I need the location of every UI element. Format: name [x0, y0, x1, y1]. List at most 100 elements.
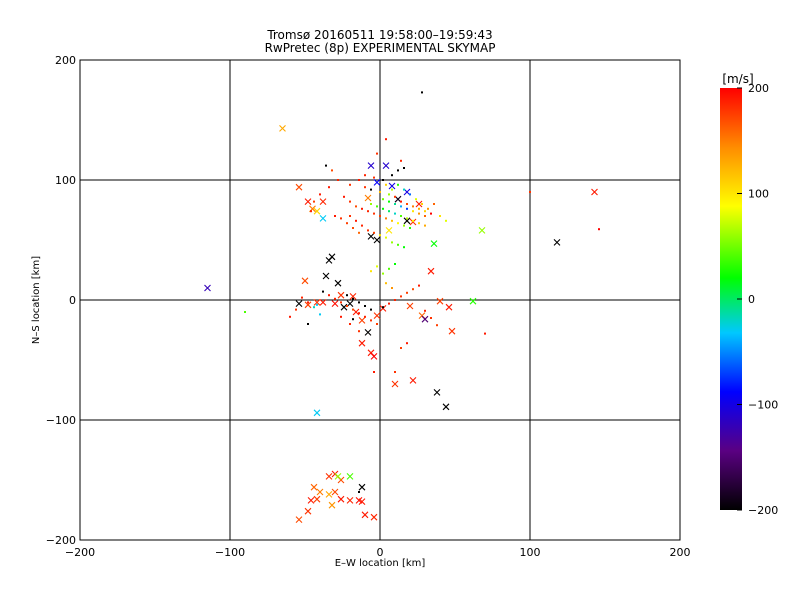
data-point-dot [418, 207, 420, 210]
y-tick-label: −100 [46, 414, 76, 427]
data-point-dot [349, 183, 351, 186]
data-point-x [373, 236, 381, 244]
data-point-dot [412, 219, 414, 222]
data-point-x [373, 312, 381, 319]
data-points [204, 91, 600, 523]
data-point-dot [412, 210, 414, 213]
data-point-x [316, 488, 324, 496]
data-point-x [325, 491, 333, 498]
data-point-dot [355, 219, 357, 222]
colorbar-tick-label: −100 [748, 399, 778, 412]
data-point-x [388, 182, 396, 190]
data-point-dot [394, 299, 396, 301]
data-point-x [436, 297, 444, 305]
y-axis-label: N–S location [km] [31, 256, 42, 344]
data-point-x [304, 301, 312, 309]
data-point-dot [400, 205, 402, 208]
data-point-x [322, 272, 330, 280]
data-point-dot [364, 305, 366, 307]
data-point-dot [397, 183, 399, 186]
data-point-dot [382, 179, 384, 181]
data-point-dot [373, 231, 375, 234]
data-point-dot [400, 347, 402, 349]
data-point-dot [418, 284, 420, 287]
data-point-dot [307, 323, 309, 325]
data-point-x [328, 501, 336, 509]
data-point-dot [340, 217, 342, 220]
data-point-dot [379, 234, 381, 237]
data-point-x [364, 194, 372, 202]
data-point-dot [373, 176, 375, 179]
data-point-dot [382, 272, 384, 275]
data-point-dot [352, 308, 354, 311]
data-point-dot [370, 308, 372, 311]
data-point-dot [376, 323, 378, 325]
y-tick-label: 0 [69, 294, 76, 307]
data-point-dot [400, 215, 402, 217]
data-point-dot [319, 193, 321, 196]
data-point-x [313, 207, 321, 215]
data-point-dot [406, 217, 408, 220]
data-point-dot [598, 228, 600, 231]
data-point-dot [313, 200, 315, 203]
data-point-x [379, 305, 387, 312]
data-point-dot [424, 215, 426, 217]
data-point-x [301, 277, 309, 285]
data-point-dot [439, 215, 441, 217]
data-point-x [319, 299, 327, 306]
data-point-x [295, 516, 303, 523]
data-point-x [204, 284, 211, 292]
data-point-dot [388, 302, 390, 305]
data-point-x [442, 403, 450, 411]
data-point-x [406, 302, 414, 310]
chart-subtitle: RwPretec (8p) EXPERIMENTAL SKYMAP [265, 41, 496, 55]
data-point-dot [394, 263, 396, 265]
data-point-dot [409, 193, 411, 196]
colorbar-tick-label: −200 [748, 504, 778, 517]
data-point-x [349, 293, 357, 300]
data-point-x [367, 162, 375, 169]
data-point-dot [358, 301, 360, 304]
y-tick-label: 200 [55, 54, 76, 67]
data-point-dot [349, 200, 351, 203]
data-point-dot [400, 200, 402, 203]
data-point-dot [400, 159, 402, 162]
data-point-dot [418, 212, 420, 215]
data-point-dot [352, 227, 354, 229]
data-point-dot [397, 169, 399, 172]
data-point-dot [385, 236, 387, 239]
data-point-dot [403, 167, 405, 169]
data-point-dot [382, 198, 384, 201]
data-point-x [433, 389, 441, 396]
data-point-x [307, 497, 315, 504]
data-point-dot [430, 212, 432, 215]
grid-lines [80, 60, 680, 540]
data-point-x [346, 473, 354, 480]
data-point-x [409, 377, 417, 384]
data-point-dot [421, 203, 423, 205]
data-point-dot [388, 267, 390, 270]
data-point-dot [388, 193, 390, 196]
data-point-dot [403, 246, 405, 249]
data-point-dot [319, 313, 321, 316]
data-point-dot [385, 138, 387, 141]
data-point-x [367, 233, 375, 240]
data-point-dot [358, 491, 360, 493]
data-point-dot [421, 91, 423, 94]
data-point-x [445, 303, 453, 311]
data-point-dot [379, 215, 381, 217]
data-point-dot [385, 183, 387, 186]
data-point-dot [322, 290, 324, 293]
data-point-x [313, 495, 321, 503]
data-point-x [319, 198, 327, 205]
data-point-dot [394, 195, 396, 198]
colorbar-tick-label: 100 [748, 188, 769, 201]
x-tick-label: −200 [65, 546, 95, 559]
data-point-dot [352, 318, 354, 321]
data-point-x [361, 511, 369, 519]
data-point-dot [424, 210, 426, 213]
data-point-x [313, 299, 321, 306]
data-point-x [553, 239, 561, 246]
data-point-x [370, 353, 378, 360]
data-point-x [304, 507, 312, 515]
